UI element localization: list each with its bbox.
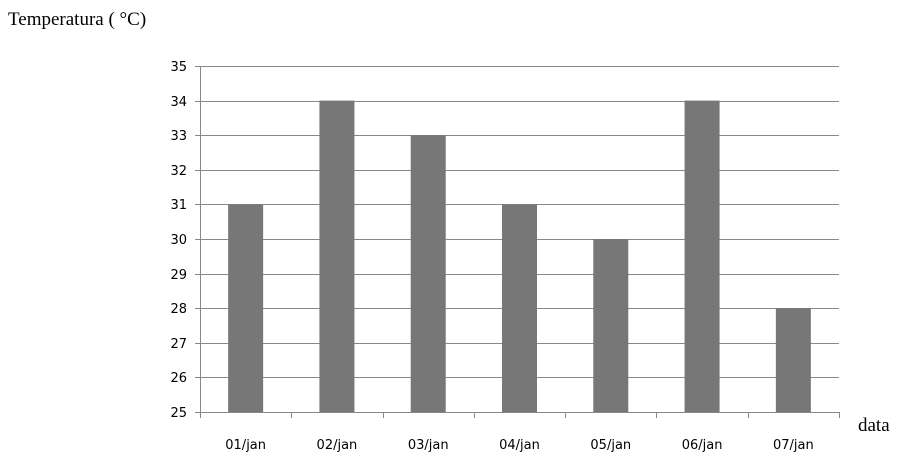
bars: [228, 100, 811, 412]
y-tick-label: 35: [170, 60, 187, 75]
x-tick-labels: 01/jan 02/jan 03/jan 04/jan 05/jan 06/jan 07/j…: [225, 438, 813, 453]
y-axis-title: Temperatura ( °C): [8, 9, 146, 30]
bar-02-jan: [319, 100, 355, 412]
bar-05-jan: [593, 239, 629, 412]
y-tick-label: 34: [170, 95, 187, 110]
x-tick-label: 02/jan: [317, 438, 358, 453]
y-tick-label: 30: [170, 233, 187, 248]
y-tick-label: 25: [170, 406, 187, 421]
y-tick-label: 33: [170, 129, 187, 144]
y-tick-label: 29: [170, 268, 187, 283]
x-tick-label: 07/jan: [773, 438, 814, 453]
y-tick-label: 27: [170, 337, 187, 352]
y-tick-label: 28: [170, 302, 187, 317]
bar-04-jan: [502, 204, 537, 412]
x-tick-label: 05/jan: [590, 438, 631, 453]
y-tick-label: 32: [170, 164, 187, 179]
x-tick-label: 01/jan: [225, 438, 266, 453]
bar-01-jan: [228, 204, 264, 412]
y-tick-label: 31: [170, 198, 187, 213]
axes: [195, 66, 840, 418]
y-tick-labels: 25 26 27 28 29 30 31 32 33 34 35: [170, 60, 187, 421]
x-tick-label: 04/jan: [499, 438, 540, 453]
bar-07-jan: [775, 308, 811, 412]
x-tick-label: 06/jan: [682, 438, 723, 453]
bar-03-jan: [410, 135, 446, 412]
x-axis-title: data: [858, 415, 890, 436]
bar-06-jan: [684, 100, 720, 412]
x-tick-label: 03/jan: [408, 438, 449, 453]
y-tick-label: 26: [170, 371, 187, 386]
